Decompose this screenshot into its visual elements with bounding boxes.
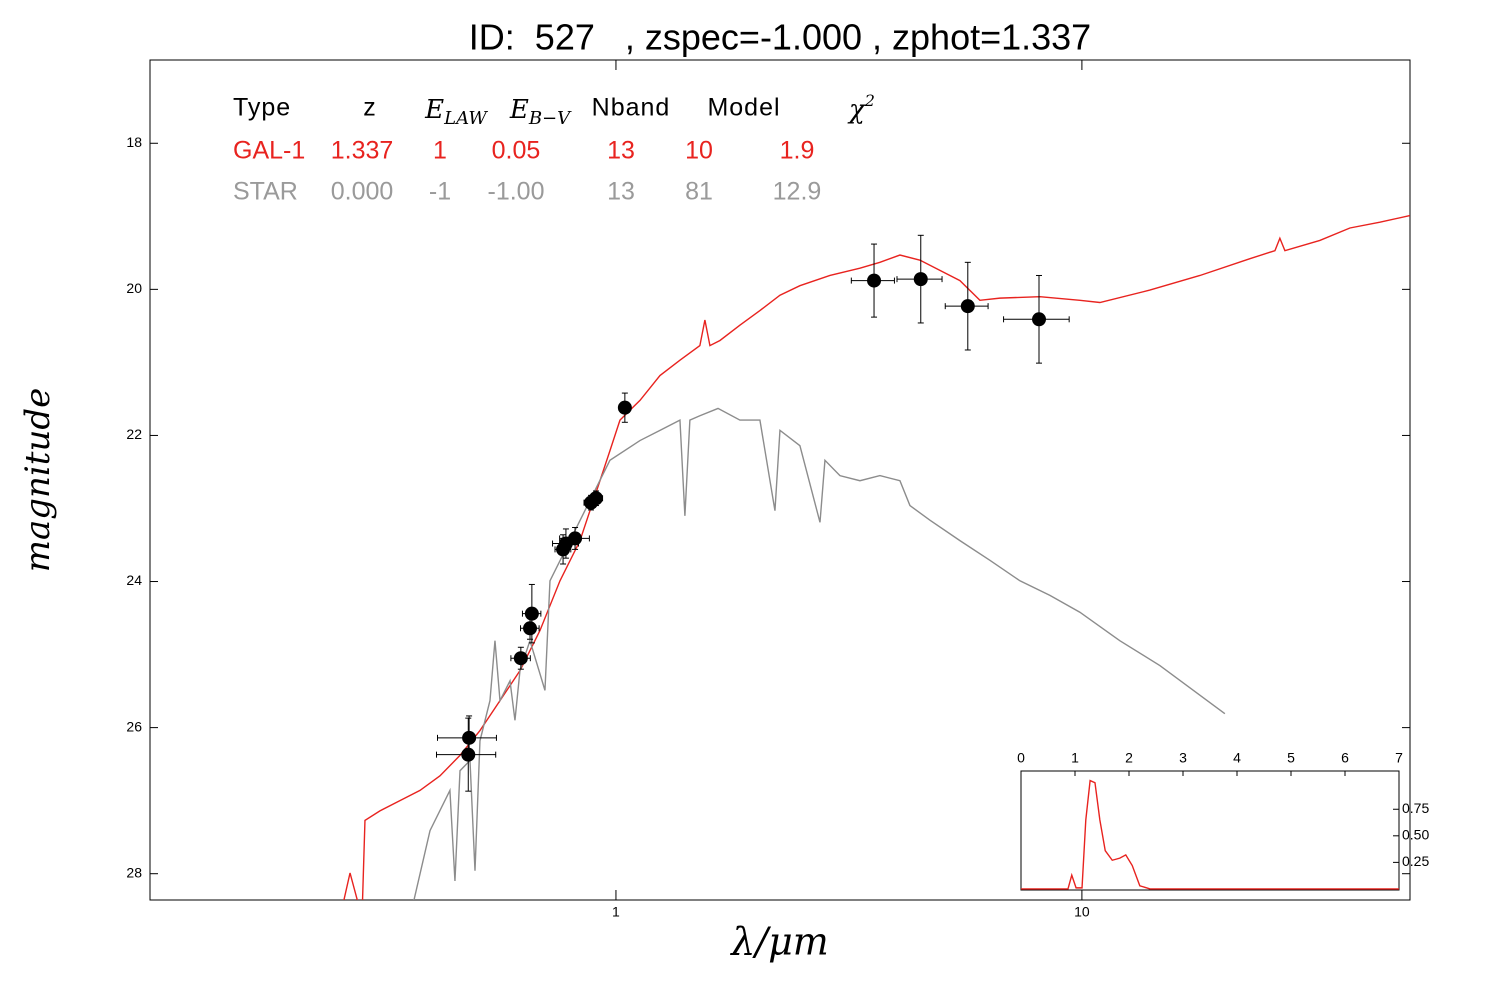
header-superscript: 2: [864, 91, 875, 110]
inset-y-tick-label: 0.50: [1402, 827, 1429, 843]
y-tick-label: 22: [126, 426, 142, 442]
photometry-point: [524, 606, 539, 621]
inset-x-tick-label: 6: [1341, 750, 1349, 766]
inset-x-tick-label: 3: [1179, 750, 1187, 766]
table-cell: 0.000: [331, 178, 394, 206]
inset: 0 1 2 3 4 5 6 7 0.25 0.50 0.75: [1017, 750, 1429, 891]
photometry-point: [461, 747, 476, 762]
table-cell: -1: [429, 178, 451, 206]
y-tick-label: 18: [126, 134, 142, 150]
photometry-point: [867, 273, 882, 288]
redshift-pdf: [1021, 779, 1399, 890]
header-subscript: B−V: [528, 108, 572, 129]
inset-x-tick-label: 0: [1017, 750, 1025, 766]
inset-y-tick-label: 0.25: [1402, 853, 1429, 869]
inset-x-tick-label: 5: [1287, 750, 1295, 766]
table-header: χ2: [847, 91, 875, 126]
inset-x-tick-label: 4: [1233, 750, 1241, 766]
photometry-point: [1032, 312, 1047, 327]
y-tick-label: 24: [126, 572, 142, 588]
table-cell: 13: [607, 137, 635, 165]
table-header: EB−V: [509, 95, 572, 129]
y-tick-label: 28: [126, 864, 142, 880]
inset-frame: [1020, 770, 1400, 891]
table-header: Type: [233, 94, 291, 122]
table-cell: 1.9: [780, 137, 815, 165]
table-cell: 12.9: [773, 178, 822, 206]
photometry-point: [523, 621, 538, 636]
x-tick-label: 10: [1074, 904, 1090, 920]
table-cell: -1.00: [488, 178, 545, 206]
model-spectrum: [413, 407, 1226, 900]
table-cell: 81: [685, 178, 713, 206]
photometry-point: [462, 730, 477, 745]
inset-y-tick-label: 0.75: [1402, 800, 1429, 816]
table-header: Model: [707, 94, 780, 122]
table-cell: 1: [433, 137, 447, 165]
photometry-point: [960, 299, 975, 314]
y-tick-label: 20: [126, 280, 142, 296]
header-symbol: E: [424, 95, 444, 125]
x-axis-label: λ/μm: [729, 920, 829, 964]
table-header: ELAW: [424, 95, 488, 129]
x-tick-label: 1: [612, 904, 620, 920]
table-cell: STAR: [233, 178, 298, 206]
photometry-point: [588, 491, 603, 506]
photometry-point: [913, 272, 928, 287]
table-cell: GAL-1: [233, 137, 305, 165]
photometry-point: [568, 531, 583, 546]
table-cell: 1.337: [331, 137, 394, 165]
header-symbol: χ: [847, 95, 867, 125]
table-cell: 13: [607, 178, 635, 206]
table-cell: 10: [685, 137, 713, 165]
inset-x-tick-label: 1: [1071, 750, 1079, 766]
table-header: z: [363, 94, 377, 122]
inset-x-tick-label: 7: [1395, 750, 1403, 766]
table-header: Nband: [592, 94, 671, 122]
photometry-point: [513, 651, 528, 666]
y-tick-label: 26: [126, 718, 142, 734]
model-spectrum: [343, 214, 1410, 900]
header-symbol: E: [509, 95, 529, 125]
header-subscript: LAW: [443, 108, 488, 129]
inset-x-tick-label: 2: [1125, 750, 1133, 766]
plot-frame: [149, 59, 1411, 901]
chart-title: ID: 527 , zspec=-1.000 , zphot=1.337: [469, 17, 1091, 58]
table-cell: 0.05: [492, 137, 541, 165]
photometry-point: [617, 400, 632, 415]
y-axis-label: magnitude: [18, 388, 58, 573]
